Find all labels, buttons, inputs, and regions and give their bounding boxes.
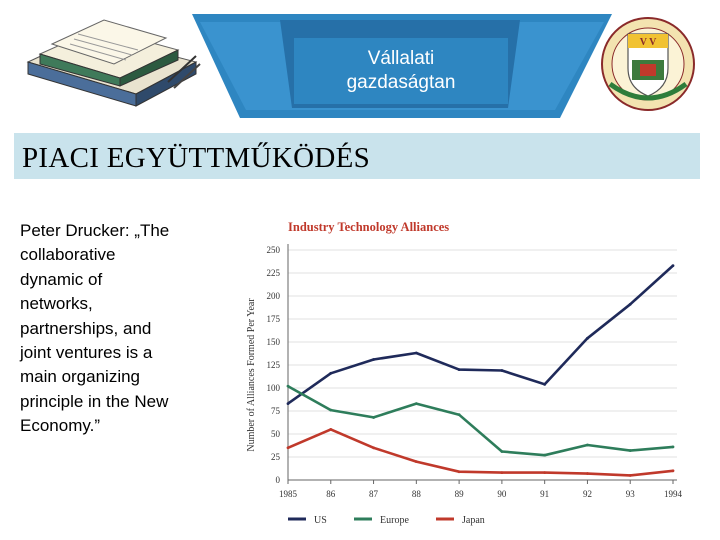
data-point-us xyxy=(414,351,418,355)
data-point-europe xyxy=(586,443,589,447)
series-line-japan xyxy=(287,428,674,477)
data-point-japan xyxy=(671,469,675,473)
data-point-us xyxy=(543,382,547,386)
quote-line: collaborative xyxy=(20,245,116,265)
y-tick-label: 125 xyxy=(267,360,281,370)
y-tick-label: 25 xyxy=(271,452,281,462)
data-point-japan xyxy=(372,446,375,450)
y-tick-label: 200 xyxy=(267,291,281,301)
course-title-box: Vállalati gazdaságtan xyxy=(294,38,508,104)
alliances-line-chart: Industry Technology Alliances 0 25 50 75 100 1… xyxy=(246,220,683,526)
data-point-europe xyxy=(414,402,418,406)
legend-label-europe: Europe xyxy=(380,515,409,526)
quote-line: principle in the New xyxy=(20,391,169,411)
x-tick-label: 91 xyxy=(540,489,549,499)
section-heading: PIACI EGYÜTTMŰKÖDÉS xyxy=(22,142,371,174)
y-tick-label: 150 xyxy=(267,337,281,347)
data-point-us xyxy=(628,302,632,306)
y-tick-label: 175 xyxy=(267,314,281,324)
data-point-us xyxy=(286,402,290,406)
y-tick-label: 75 xyxy=(271,406,281,416)
course-title-line2: gazdaságtan xyxy=(346,72,456,93)
data-point-us xyxy=(329,371,333,375)
data-point-europe xyxy=(457,413,461,417)
course-title-line1: Vállalati xyxy=(367,48,435,69)
series-line-europe xyxy=(287,385,674,457)
chart-title: Industry Technology Alliances xyxy=(288,220,449,234)
data-point-europe xyxy=(372,416,375,419)
x-tick-label: 87 xyxy=(369,489,379,499)
y-tick-label: 0 xyxy=(276,475,281,485)
data-point-us xyxy=(500,369,504,372)
section-heading-bar xyxy=(14,133,700,179)
data-point-japan xyxy=(457,470,461,474)
data-point-japan xyxy=(414,460,418,463)
x-tick-label: 92 xyxy=(583,489,592,499)
svg-text:V V: V V xyxy=(640,37,657,48)
data-point-japan xyxy=(329,428,333,431)
data-point-japan xyxy=(628,474,632,477)
data-point-europe xyxy=(500,450,504,453)
quote-line: Peter Drucker: „The xyxy=(20,221,170,240)
data-point-japan xyxy=(500,471,504,475)
data-point-us xyxy=(586,336,589,340)
quote-line: joint ventures is a xyxy=(20,343,153,363)
y-tick-label: 100 xyxy=(267,383,281,393)
data-point-japan xyxy=(286,446,290,450)
quote-line: main organizing xyxy=(20,367,141,387)
data-point-europe xyxy=(671,445,675,449)
data-point-europe xyxy=(286,384,290,388)
x-tick-label: 86 xyxy=(326,489,336,499)
legend-label-us: US xyxy=(314,515,327,526)
quote-line: networks, xyxy=(20,294,93,314)
quote-line: Economy.” xyxy=(20,416,100,436)
y-tick-label: 250 xyxy=(267,245,281,255)
data-point-japan xyxy=(586,472,589,475)
x-tick-label: 1985 xyxy=(279,489,298,499)
data-point-europe xyxy=(628,449,632,452)
quote-line: partnerships, and xyxy=(20,318,152,338)
data-point-us xyxy=(457,368,461,371)
x-tick-label: 93 xyxy=(626,489,636,499)
data-point-japan xyxy=(543,471,547,475)
x-tick-label: 89 xyxy=(455,489,465,499)
data-point-us xyxy=(671,264,675,268)
quote-line: dynamic of xyxy=(20,269,103,289)
x-tick-label: 90 xyxy=(497,489,507,499)
books-illustration xyxy=(26,19,201,107)
university-crest-logo: V V xyxy=(601,17,695,111)
legend-label-japan: Japan xyxy=(462,515,485,526)
data-point-europe xyxy=(543,453,547,457)
drucker-quote: Peter Drucker: „The collaborative dynami… xyxy=(20,219,235,439)
y-tick-label: 225 xyxy=(267,268,281,278)
x-tick-label: 1994 xyxy=(664,489,683,499)
y-axis-label: Number of Alliances Formed Per Year xyxy=(246,298,257,452)
series-line-us xyxy=(287,264,674,405)
data-point-us xyxy=(372,358,375,361)
x-tick-label: 88 xyxy=(412,489,422,499)
data-point-europe xyxy=(329,408,333,412)
y-tick-label: 50 xyxy=(271,429,281,439)
